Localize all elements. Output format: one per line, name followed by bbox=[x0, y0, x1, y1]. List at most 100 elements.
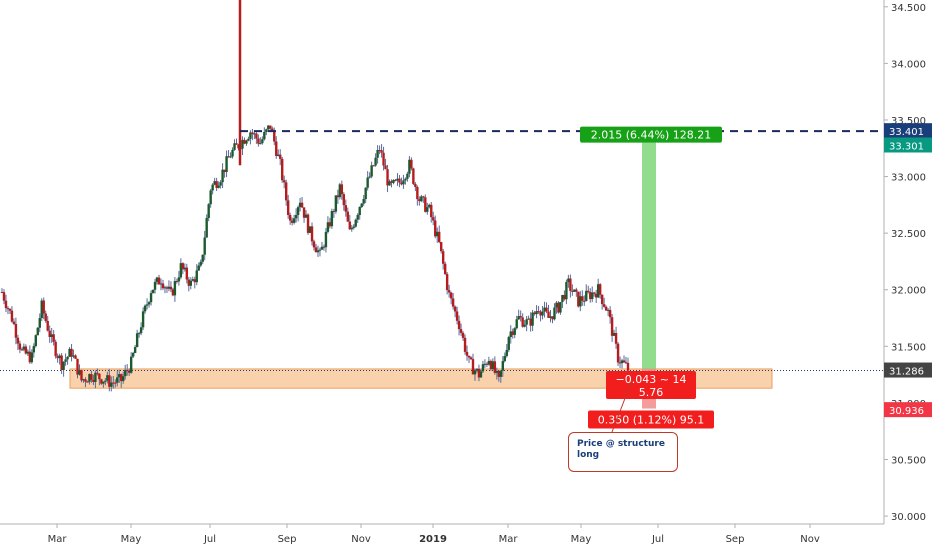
candle-body bbox=[348, 221, 351, 230]
candle-body bbox=[126, 370, 129, 372]
candle-body bbox=[316, 250, 320, 253]
x-tick-label: Sep bbox=[278, 534, 297, 545]
candle-body bbox=[237, 144, 240, 149]
candle-body bbox=[80, 370, 83, 381]
x-tick-label: Mar bbox=[499, 534, 519, 545]
candle-body bbox=[189, 280, 192, 286]
candle-body bbox=[350, 227, 353, 230]
candle-body bbox=[618, 362, 622, 364]
candle-body bbox=[410, 159, 413, 169]
candle-body bbox=[300, 202, 304, 208]
x-tick-label: 2019 bbox=[419, 534, 447, 545]
candle-body bbox=[400, 182, 403, 185]
candle-body bbox=[16, 337, 20, 344]
candle-body bbox=[612, 332, 616, 336]
candle-body bbox=[167, 286, 171, 289]
candle-body bbox=[137, 333, 141, 335]
candle-body bbox=[34, 335, 37, 347]
price-label-bg bbox=[884, 362, 932, 378]
candle-body bbox=[149, 293, 153, 303]
candle-body bbox=[525, 319, 528, 325]
candle-body bbox=[106, 375, 109, 381]
candle-body bbox=[479, 371, 483, 378]
candle-body bbox=[503, 356, 506, 362]
candle-body bbox=[509, 331, 512, 338]
annotation-note[interactable]: Price @ structure long bbox=[568, 432, 678, 472]
candle-body bbox=[197, 265, 200, 271]
candle-body bbox=[501, 361, 504, 371]
candle-body bbox=[434, 220, 437, 237]
candle-body bbox=[567, 278, 570, 283]
x-tick-label: Jul bbox=[203, 534, 216, 545]
candle-body bbox=[294, 214, 298, 219]
candle-body bbox=[614, 332, 618, 344]
x-tick-label: Jul bbox=[651, 534, 664, 545]
candle-body bbox=[215, 181, 218, 188]
candle-body bbox=[545, 307, 548, 312]
candle-body bbox=[185, 267, 189, 280]
candle-body bbox=[467, 355, 471, 358]
candle-body bbox=[275, 141, 278, 156]
y-tick-label: 33.500 bbox=[891, 116, 926, 127]
candle-body bbox=[511, 331, 514, 335]
candle-body bbox=[418, 199, 421, 202]
candle-body bbox=[600, 294, 604, 305]
candle-body bbox=[269, 125, 272, 129]
candle-body bbox=[118, 374, 121, 378]
candle-body bbox=[52, 334, 55, 342]
candle-body bbox=[589, 292, 592, 300]
candle-body bbox=[398, 178, 401, 183]
candle-body bbox=[358, 207, 361, 216]
candle-body bbox=[459, 329, 463, 333]
candle-body bbox=[141, 311, 145, 328]
candle-body bbox=[12, 321, 16, 324]
candle-body bbox=[211, 184, 214, 191]
candle-body bbox=[489, 360, 493, 370]
candle-body bbox=[551, 316, 554, 320]
candle-body bbox=[281, 158, 284, 181]
candle-body bbox=[235, 143, 238, 145]
candle-body bbox=[221, 169, 224, 183]
candle-body bbox=[481, 364, 485, 372]
x-tick-label: May bbox=[571, 534, 592, 545]
candle-body bbox=[271, 128, 274, 131]
candle-body bbox=[332, 210, 336, 212]
candle-body bbox=[177, 277, 181, 282]
candle-body bbox=[533, 312, 536, 315]
candle-body bbox=[207, 204, 210, 219]
candle-body bbox=[74, 355, 77, 359]
candle-body bbox=[38, 318, 41, 328]
candle-body bbox=[120, 374, 123, 382]
candle-body bbox=[322, 246, 326, 248]
candle-body bbox=[439, 242, 443, 252]
candle-body bbox=[577, 291, 580, 307]
candle-body bbox=[388, 181, 391, 186]
candle-body bbox=[102, 381, 105, 384]
price-label-text: 33.401 bbox=[889, 127, 924, 138]
candle-body bbox=[60, 355, 63, 370]
candle-body bbox=[342, 194, 346, 206]
candle-body bbox=[362, 199, 365, 204]
candle-body bbox=[46, 320, 49, 331]
candle-body bbox=[620, 360, 624, 364]
support-zone bbox=[69, 368, 773, 389]
annotation-connector bbox=[611, 380, 633, 433]
candle-body bbox=[308, 226, 312, 233]
annotation-line-1: Price @ structure bbox=[577, 439, 665, 449]
candle-body bbox=[555, 302, 558, 308]
candle-body bbox=[537, 311, 540, 313]
candle-body bbox=[153, 281, 157, 290]
candle-body bbox=[219, 182, 222, 186]
candle-body bbox=[328, 222, 332, 227]
candle-body bbox=[267, 125, 270, 130]
candle-body bbox=[42, 300, 45, 314]
center-badge-line-1: −0.043 ~ 14 bbox=[616, 373, 687, 386]
candle-body bbox=[575, 289, 578, 292]
candle-body bbox=[324, 231, 328, 248]
candle-body bbox=[302, 207, 306, 218]
candle-body bbox=[370, 165, 373, 177]
candle-body bbox=[585, 290, 588, 301]
candle-body bbox=[36, 327, 39, 336]
candle-body bbox=[483, 363, 487, 365]
